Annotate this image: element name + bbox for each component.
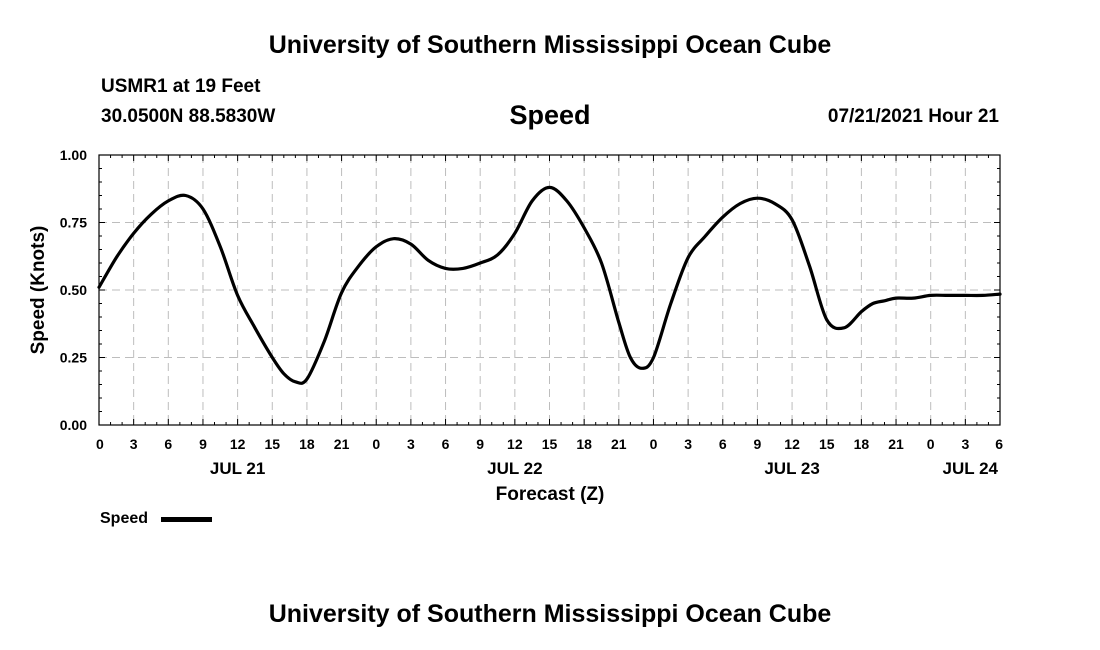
x-tick-label: 6 — [719, 436, 727, 452]
x-tick-label: 3 — [130, 436, 138, 452]
y-tick-label: 0.25 — [60, 350, 87, 366]
coordinates-label: 30.0500N 88.5830W — [101, 106, 276, 127]
y-tick-label: 0.50 — [60, 282, 87, 298]
x-tick-label: 18 — [576, 436, 592, 452]
x-tick-label: 15 — [542, 436, 558, 452]
chart-title: Speed — [509, 100, 591, 130]
x-tick-label: 18 — [854, 436, 870, 452]
x-tick-label: 0 — [650, 436, 658, 452]
x-tick-label: 3 — [684, 436, 692, 452]
x-tick-label: 12 — [230, 436, 246, 452]
x-tick-label: 0 — [927, 436, 935, 452]
x-axis-label: Forecast (Z) — [496, 484, 605, 505]
x-tick-label: 6 — [995, 436, 1003, 452]
x-tick-label: 21 — [611, 436, 627, 452]
x-tick-label: 9 — [199, 436, 207, 452]
date-label: JUL 22 — [487, 459, 542, 478]
series-line-speed — [97, 185, 1002, 385]
x-tick-label: 9 — [754, 436, 762, 452]
y-tick-label: 0.75 — [60, 215, 87, 231]
footer-title: University of Southern Mississippi Ocean… — [268, 600, 832, 628]
legend-swatch — [161, 517, 212, 522]
x-tick-label: 18 — [299, 436, 315, 452]
x-tick-label: 3 — [407, 436, 415, 452]
x-tick-label: 0 — [372, 436, 380, 452]
x-tick-label: 6 — [164, 436, 172, 452]
y-axis-label: Speed (Knots) — [28, 226, 49, 355]
date-label: JUL 23 — [764, 459, 819, 478]
forecast-datetime: 07/21/2021 Hour 21 — [827, 106, 999, 127]
x-tick-label: 12 — [784, 436, 800, 452]
x-tick-label: 6 — [442, 436, 450, 452]
x-tick-label: 12 — [507, 436, 523, 452]
page-title: University of Southern Mississippi Ocean… — [268, 31, 832, 59]
date-label: JUL 21 — [210, 459, 265, 478]
x-tick-label: 9 — [476, 436, 484, 452]
x-tick-label: 0 — [96, 436, 104, 452]
x-tick-label: 21 — [334, 436, 350, 452]
y-tick-label: 0.00 — [60, 417, 87, 433]
y-tick-label: 1.00 — [60, 147, 87, 163]
station-label: USMR1 at 19 Feet — [101, 76, 261, 97]
x-tick-label: 3 — [961, 436, 969, 452]
date-label: JUL 24 — [943, 459, 999, 478]
x-tick-label: 21 — [888, 436, 904, 452]
legend-label: Speed — [100, 510, 149, 527]
x-tick-label: 15 — [819, 436, 835, 452]
x-tick-label: 15 — [264, 436, 280, 452]
